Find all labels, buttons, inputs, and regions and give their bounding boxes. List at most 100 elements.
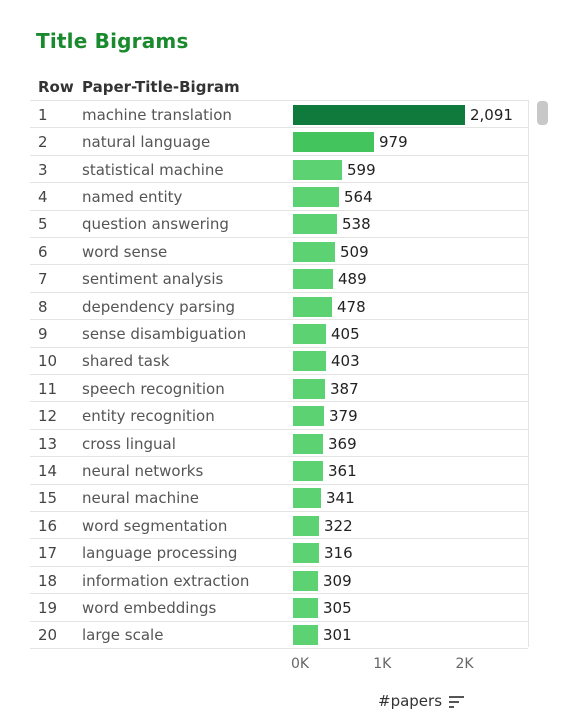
chart-title: Title Bigrams (36, 29, 189, 53)
row-divider (30, 237, 528, 238)
bar[interactable] (293, 214, 337, 235)
row-divider (30, 182, 528, 183)
bigram-label: speech recognition (82, 379, 225, 398)
bar-value-label: 361 (328, 461, 357, 480)
bigram-label: word segmentation (82, 516, 228, 535)
bar-value-label: 301 (323, 626, 352, 645)
bar-value-label: 509 (340, 242, 369, 261)
bar[interactable] (293, 570, 318, 591)
row-number: 2 (38, 133, 48, 152)
bigram-label: natural language (82, 133, 211, 152)
bigram-label: dependency parsing (82, 297, 236, 316)
bar[interactable] (293, 159, 342, 180)
bigram-label: named entity (82, 187, 183, 206)
bar[interactable] (293, 132, 374, 153)
bar-value-label: 369 (328, 434, 357, 453)
bar[interactable] (293, 378, 325, 399)
bigram-label: word sense (82, 242, 168, 261)
bar[interactable] (293, 241, 335, 262)
bar-value-label: 309 (323, 571, 352, 590)
bar-value-label: 979 (379, 133, 408, 152)
bar-value-label: 564 (344, 187, 373, 206)
bigram-label: statistical machine (82, 160, 224, 179)
column-header-row[interactable]: Row (38, 78, 74, 96)
x-tick-label: 0K (291, 656, 310, 672)
bar-value-label: 599 (347, 160, 376, 179)
bar[interactable] (293, 269, 333, 290)
scrollbar-thumb[interactable] (537, 101, 548, 125)
bar[interactable] (293, 406, 324, 427)
chart-right-border (528, 100, 529, 647)
row-divider (30, 429, 528, 430)
row-divider (30, 319, 528, 320)
row-number: 18 (38, 571, 58, 590)
bigram-label: large scale (82, 626, 164, 645)
bigram-label: shared task (82, 352, 170, 371)
x-tick-label: 1K (373, 656, 392, 672)
row-number: 12 (38, 407, 58, 426)
bar[interactable] (293, 543, 319, 564)
bar-value-label: 387 (330, 379, 359, 398)
row-number: 4 (38, 187, 48, 206)
row-divider (30, 155, 528, 156)
row-number: 13 (38, 434, 58, 453)
row-divider (30, 538, 528, 539)
row-number: 14 (38, 461, 58, 480)
bigram-label: neural machine (82, 489, 199, 508)
bigram-label: sentiment analysis (82, 270, 224, 289)
bigram-label: machine translation (82, 105, 232, 124)
bar-value-label: 538 (342, 215, 371, 234)
row-divider (30, 210, 528, 211)
row-number: 9 (38, 324, 48, 343)
bar[interactable] (293, 488, 321, 509)
bar-value-label: 478 (337, 297, 366, 316)
bar[interactable] (293, 433, 323, 454)
bar-value-label: 2,091 (470, 105, 513, 124)
row-divider (30, 456, 528, 457)
row-divider (30, 511, 528, 512)
bar[interactable] (293, 597, 318, 618)
row-number: 19 (38, 598, 58, 617)
x-tick-label: 2K (455, 656, 474, 672)
row-number: 17 (38, 544, 58, 563)
row-number: 20 (38, 626, 58, 645)
row-divider (30, 374, 528, 375)
row-number: 16 (38, 516, 58, 535)
bar-value-label: 322 (324, 516, 353, 535)
row-number: 10 (38, 352, 58, 371)
row-divider (30, 347, 528, 348)
bigram-label: question answering (82, 215, 229, 234)
row-divider (30, 401, 528, 402)
row-number: 7 (38, 270, 48, 289)
bar-value-label: 341 (326, 489, 355, 508)
bar[interactable] (293, 460, 323, 481)
bigram-label: language processing (82, 544, 238, 563)
bar[interactable] (293, 351, 326, 372)
bar-value-label: 379 (329, 407, 358, 426)
row-number: 5 (38, 215, 48, 234)
bar-value-label: 489 (338, 270, 367, 289)
bar[interactable] (293, 323, 326, 344)
row-number: 3 (38, 160, 48, 179)
bar-value-label: 316 (324, 544, 353, 563)
bar[interactable] (293, 515, 319, 536)
bar[interactable] (293, 104, 465, 125)
row-divider (30, 648, 528, 649)
bar-value-label: 405 (331, 324, 360, 343)
row-divider (30, 127, 528, 128)
row-divider (30, 621, 528, 622)
bar[interactable] (293, 625, 318, 646)
sort-descending-icon[interactable] (449, 695, 465, 709)
bar-value-label: 305 (323, 598, 352, 617)
column-header-bigram[interactable]: Paper-Title-Bigram (82, 78, 240, 96)
row-divider (30, 593, 528, 594)
bar[interactable] (293, 186, 339, 207)
bigram-label: sense disambiguation (82, 324, 247, 343)
row-number: 11 (38, 379, 58, 398)
bar-value-label: 403 (331, 352, 360, 371)
row-number: 8 (38, 297, 48, 316)
row-number: 1 (38, 105, 48, 124)
row-number: 6 (38, 242, 48, 261)
bar[interactable] (293, 296, 332, 317)
bigram-label: entity recognition (82, 407, 215, 426)
